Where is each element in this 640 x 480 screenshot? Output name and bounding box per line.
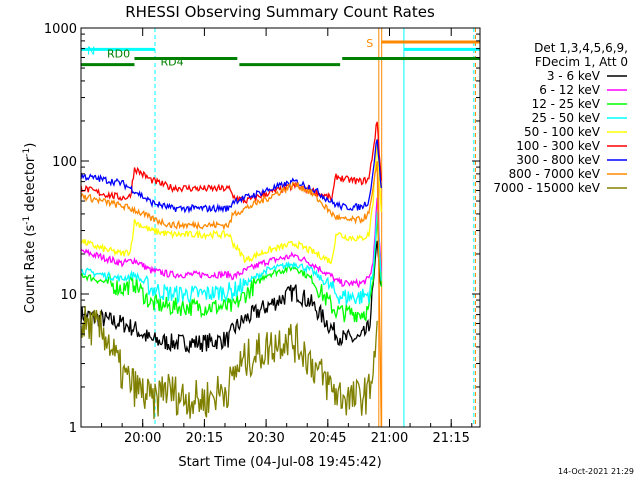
x-tick-label-2: 20:30: [247, 431, 284, 446]
legend-header-line-1: Det 1,3,4,5,6,9,: [534, 41, 628, 55]
y-label-end: ): [23, 143, 38, 148]
x-tick-label-5: 21:15: [432, 431, 469, 446]
legend-label-0: 3 - 6 keV: [547, 69, 601, 83]
state-bar-label-3: RD0: [107, 48, 130, 61]
legend-label-6: 300 - 800 keV: [516, 153, 600, 167]
state-bar-label-1: N: [87, 44, 95, 57]
y-label-sup-2: -1: [22, 148, 32, 157]
y-axis-label: Count Rate (s-1 detector-1): [22, 143, 38, 314]
x-tick-label-0: 20:00: [124, 431, 161, 446]
series-line-7: [80, 161, 382, 428]
data-layer: S N RD0 RD4: [80, 28, 480, 428]
x-tick-label-1: 20:15: [186, 431, 223, 446]
series-line-8: [80, 305, 378, 420]
series-line-0: [80, 240, 382, 354]
plot-frame: [80, 27, 481, 428]
legend-label-3: 25 - 50 keV: [532, 111, 601, 125]
x-tick-label-3: 20:45: [309, 431, 346, 446]
legend: Det 1,3,4,5,6,9, FDecim 1, Att 0 3 - 6 k…: [493, 41, 628, 195]
series-line-5: [80, 121, 382, 205]
legend-label-8: 7000 - 15000 keV: [493, 181, 600, 195]
legend-label-5: 100 - 300 keV: [516, 139, 600, 153]
y-tick-label-2: 100: [52, 155, 77, 170]
series-line-6: [80, 139, 382, 214]
legend-label-4: 50 - 100 keV: [524, 125, 601, 139]
x-tick-label-4: 21:00: [371, 431, 408, 446]
y-label-mid: detector: [23, 156, 38, 216]
state-bar-label-4: RD4: [160, 55, 183, 68]
axes-layer: 20:00 20:15 20:30 20:45 21:00 21:15 1 10 100 1000: [44, 22, 480, 446]
timestamp: 14-Oct-2021 21:29: [558, 467, 634, 476]
y-tick-label-1: 10: [60, 288, 77, 303]
series-line-2: [80, 217, 382, 323]
legend-label-7: 800 - 7000 keV: [509, 167, 601, 181]
state-bar-label-0: S: [366, 37, 373, 50]
legend-label-1: 6 - 12 keV: [539, 83, 601, 97]
legend-label-2: 12 - 25 keV: [532, 97, 601, 111]
series-line-3: [80, 211, 382, 307]
y-tick-label-3: 1000: [44, 22, 77, 37]
x-axis-label: Start Time (04-Jul-08 19:45:42): [178, 455, 381, 470]
y-tick-label-0: 1: [69, 421, 77, 436]
series-line-4: [80, 138, 382, 265]
series-line-1: [80, 197, 382, 289]
y-label-sup-1: -1: [22, 216, 32, 225]
legend-header-line-2: FDecim 1, Att 0: [535, 55, 628, 69]
chart-title: RHESSI Observing Summary Count Rates: [125, 3, 435, 21]
y-label-main: Count Rate (s: [23, 225, 38, 314]
